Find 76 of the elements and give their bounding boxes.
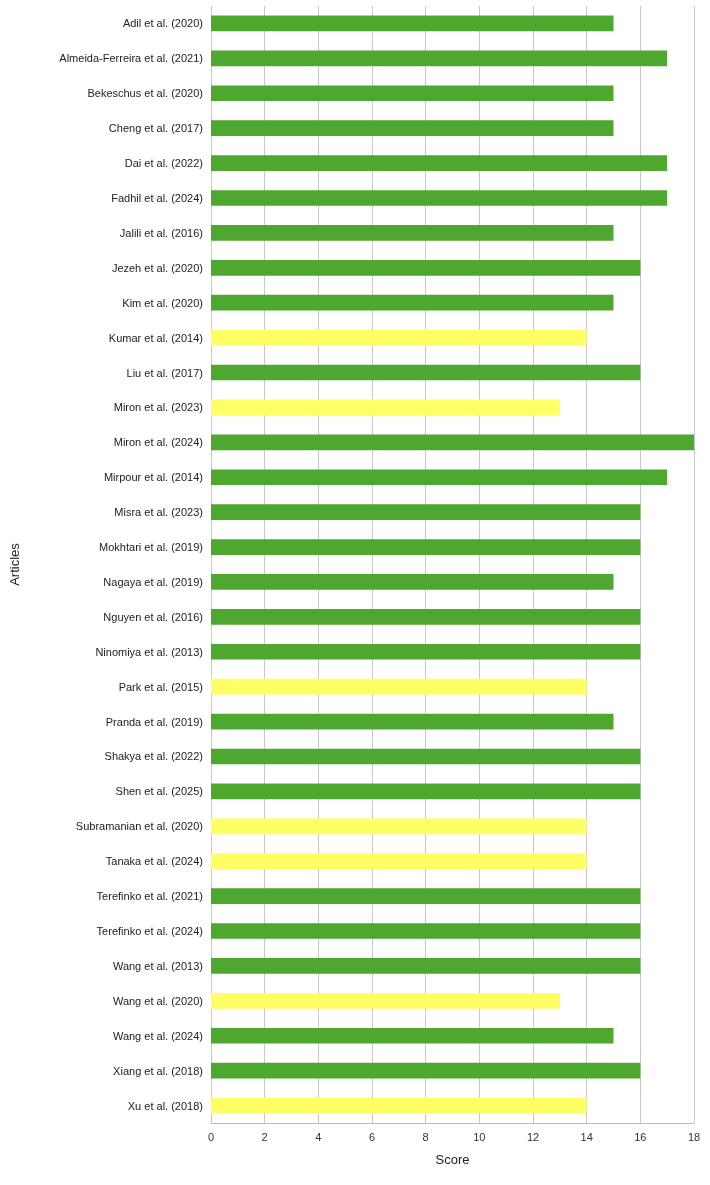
bar xyxy=(211,120,614,137)
y-tick-label: Shen et al. (2025) xyxy=(115,785,203,798)
y-tick-label: Nagaya et al. (2019) xyxy=(103,575,203,588)
bar xyxy=(211,713,614,730)
y-tick-label: Park et al. (2015) xyxy=(118,680,203,693)
y-tick-label: Miron et al. (2024) xyxy=(113,436,203,449)
x-tick-label: 8 xyxy=(422,1130,429,1143)
x-tick-label: 16 xyxy=(634,1130,647,1143)
bar xyxy=(211,190,668,206)
x-tick-label: 18 xyxy=(687,1130,701,1143)
y-tick-label: Misra et al. (2023) xyxy=(114,506,203,519)
y-tick-label: Adil et al. (2020) xyxy=(122,17,203,30)
y-tick-label: Xu et al. (2018) xyxy=(127,1099,203,1112)
y-tick-label: Wang et al. (2024) xyxy=(112,1029,203,1042)
bar xyxy=(211,1097,587,1114)
y-tick-label: Pranda et al. (2019) xyxy=(105,715,203,728)
bar xyxy=(211,259,641,276)
y-tick-label: Xiang et al. (2018) xyxy=(113,1064,203,1077)
x-axis-title: Score xyxy=(435,1152,470,1167)
y-tick-label: Mokhtari et al. (2019) xyxy=(99,541,203,554)
x-tick-label: 4 xyxy=(315,1130,322,1143)
y-tick-label: Miron et al. (2023) xyxy=(113,401,203,414)
y-tick-label: Subramanian et al. (2020) xyxy=(75,820,203,833)
bar xyxy=(211,469,668,486)
bar xyxy=(211,504,641,520)
bar xyxy=(211,155,668,171)
y-tick-label: Ninomiya et al. (2013) xyxy=(95,645,203,658)
bar xyxy=(211,853,587,870)
y-tick-label: Liu et al. (2017) xyxy=(126,366,203,379)
bar xyxy=(211,329,587,346)
y-tick-label: Nguyen et al. (2016) xyxy=(103,610,203,623)
bar xyxy=(211,923,641,939)
bar xyxy=(211,992,560,1009)
bar xyxy=(211,574,614,590)
bar xyxy=(211,15,614,32)
y-tick-label: Kumar et al. (2014) xyxy=(108,331,203,344)
bar xyxy=(211,748,641,765)
bar xyxy=(211,85,614,102)
y-tick-label: Tanaka et al. (2024) xyxy=(105,855,203,868)
bar xyxy=(211,818,587,835)
y-tick-label: Jalili et al. (2016) xyxy=(119,226,203,239)
bar xyxy=(211,609,641,625)
y-tick-label: Dai et al. (2022) xyxy=(124,157,203,170)
x-tick-label: 12 xyxy=(526,1130,540,1143)
bar xyxy=(211,399,560,416)
bar xyxy=(211,1062,641,1079)
bar xyxy=(211,539,641,555)
bar xyxy=(211,958,641,974)
bar xyxy=(211,678,587,695)
x-tick-label: 2 xyxy=(261,1130,268,1143)
y-tick-label: Wang et al. (2020) xyxy=(112,994,203,1007)
y-tick-label: Fadhil et al. (2024) xyxy=(111,191,203,204)
x-tick-label: 14 xyxy=(580,1130,593,1143)
bar xyxy=(211,1027,614,1044)
bar xyxy=(211,50,668,67)
bar xyxy=(211,643,641,660)
bar xyxy=(211,888,641,904)
y-tick-label: Shakya et al. (2022) xyxy=(104,750,203,763)
y-tick-label: Terefinko et al. (2021) xyxy=(96,890,203,903)
x-tick-label: 6 xyxy=(368,1130,376,1143)
y-tick-label: Wang et al. (2013) xyxy=(112,959,203,972)
x-tick-label: 0 xyxy=(207,1130,215,1143)
y-tick-label: Mirpour et al. (2014) xyxy=(103,471,203,484)
x-tick-label: 10 xyxy=(473,1130,486,1143)
bar xyxy=(211,364,641,381)
y-tick-label: Jezeh et al. (2020) xyxy=(111,261,203,274)
bar xyxy=(211,294,614,311)
y-axis-title: Articles xyxy=(7,542,22,586)
bar xyxy=(211,434,694,451)
y-tick-label: Bekeschus et al. (2020) xyxy=(87,87,203,100)
bar xyxy=(211,225,614,241)
y-tick-label: Almeida-Ferreira et al. (2021) xyxy=(59,52,203,65)
bar xyxy=(211,783,641,800)
y-tick-label: Cheng et al. (2017) xyxy=(108,122,203,135)
y-tick-label: Terefinko et al. (2024) xyxy=(96,925,203,938)
y-tick-label: Kim et al. (2020) xyxy=(122,296,203,309)
